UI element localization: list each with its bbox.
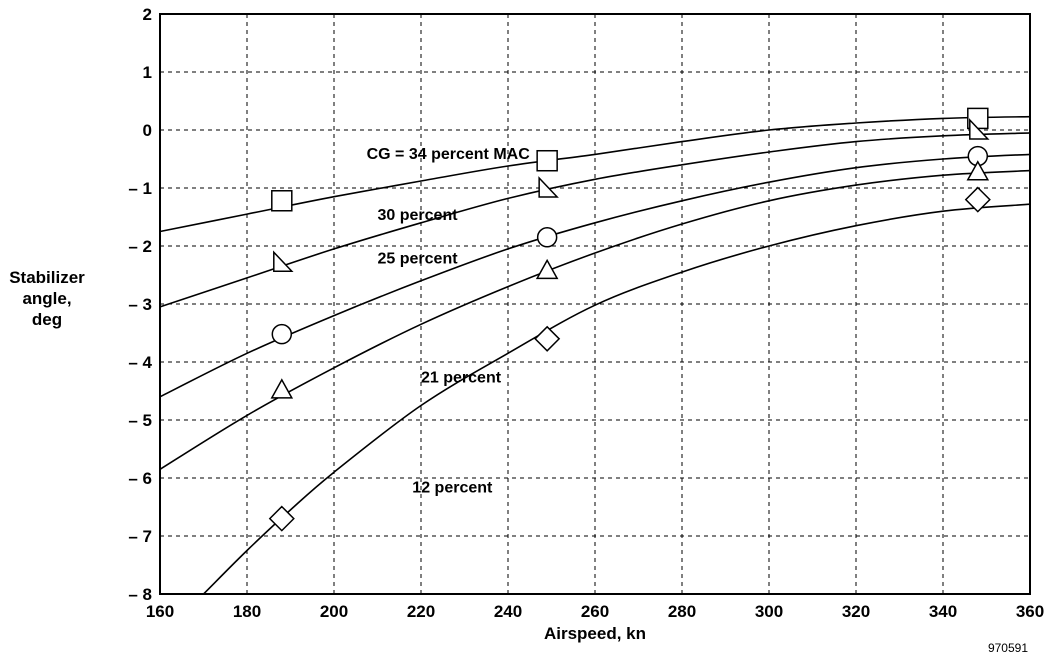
- y-tick-label: – 1: [128, 179, 152, 198]
- triangle-right-marker-1-2: [969, 118, 990, 140]
- curve-label-2: 25 percent: [378, 250, 459, 267]
- curve-series-3: [159, 169, 1031, 470]
- curve-series-0: [159, 115, 1031, 233]
- curve-series-2: [159, 153, 1031, 398]
- diamond-marker-4-2: [964, 186, 991, 213]
- plot-frame: [159, 13, 1031, 595]
- triangle-up-marker-3-2: [966, 160, 990, 181]
- x-tick-label: 220: [407, 602, 435, 621]
- curve-series-1: [159, 132, 1031, 308]
- triangle-up-marker-3-1: [535, 258, 559, 280]
- curve-label-1: 30 percent: [378, 207, 459, 224]
- x-tick-label: 360: [1016, 602, 1044, 621]
- square-marker-0-0: [271, 190, 293, 212]
- circle-marker-2-0: [271, 323, 293, 345]
- curve-labels: CG = 34 percent MAC 30 percent 25 percent 2…: [367, 146, 531, 497]
- curve-label-0: CG = 34 percent MAC: [367, 146, 531, 163]
- figure-id: 970591: [988, 641, 1028, 655]
- x-axis-ticks: 160 180 200 220 240 260 280 300 320 340 360: [146, 602, 1044, 621]
- curve-label-4: 12 percent: [412, 480, 493, 497]
- x-tick-label: 180: [233, 602, 261, 621]
- y-tick-label: 2: [143, 5, 152, 24]
- y-tick-label: – 8: [128, 585, 152, 604]
- y-tick-label: – 5: [128, 411, 152, 430]
- y-tick-label: – 6: [128, 469, 152, 488]
- grid: [160, 14, 1030, 594]
- y-tick-label: – 7: [128, 527, 152, 546]
- x-tick-label: 340: [929, 602, 957, 621]
- y-tick-label: – 3: [128, 295, 152, 314]
- curve-label-3: 21 percent: [421, 369, 502, 386]
- triangle-right-marker-1-0: [273, 250, 294, 272]
- diamond-marker-4-1: [534, 325, 561, 352]
- x-tick-label: 280: [668, 602, 696, 621]
- y-tick-label: – 4: [128, 353, 152, 372]
- square-marker-0-1: [536, 149, 558, 172]
- x-tick-label: 260: [581, 602, 609, 621]
- x-tick-label: 240: [494, 602, 522, 621]
- x-tick-label: 320: [842, 602, 870, 621]
- y-tick-label: 0: [143, 121, 152, 140]
- y-axis-ticks: 2 1 0 – 1 – 2 – 3 – 4 – 5 – 6 – 7 – 8: [128, 5, 152, 604]
- x-axis-title: Airspeed, kn: [544, 624, 646, 643]
- y-axis-title-line-1: Stabilizer: [9, 268, 85, 287]
- x-tick-label: 160: [146, 602, 174, 621]
- x-tick-label: 300: [755, 602, 783, 621]
- diamond-marker-4-0: [268, 505, 295, 532]
- y-axis-title-line-2: angle,: [22, 289, 71, 308]
- y-tick-label: – 2: [128, 237, 152, 256]
- triangle-right-marker-1-1: [538, 176, 559, 198]
- data-markers: [268, 107, 991, 532]
- y-axis-title-line-3: deg: [32, 310, 62, 329]
- x-tick-label: 200: [320, 602, 348, 621]
- circle-marker-2-1: [536, 227, 558, 248]
- y-tick-label: 1: [143, 63, 152, 82]
- curves: [159, 115, 1031, 595]
- triangle-up-marker-3-0: [270, 378, 294, 399]
- curve-series-4: [202, 203, 1031, 595]
